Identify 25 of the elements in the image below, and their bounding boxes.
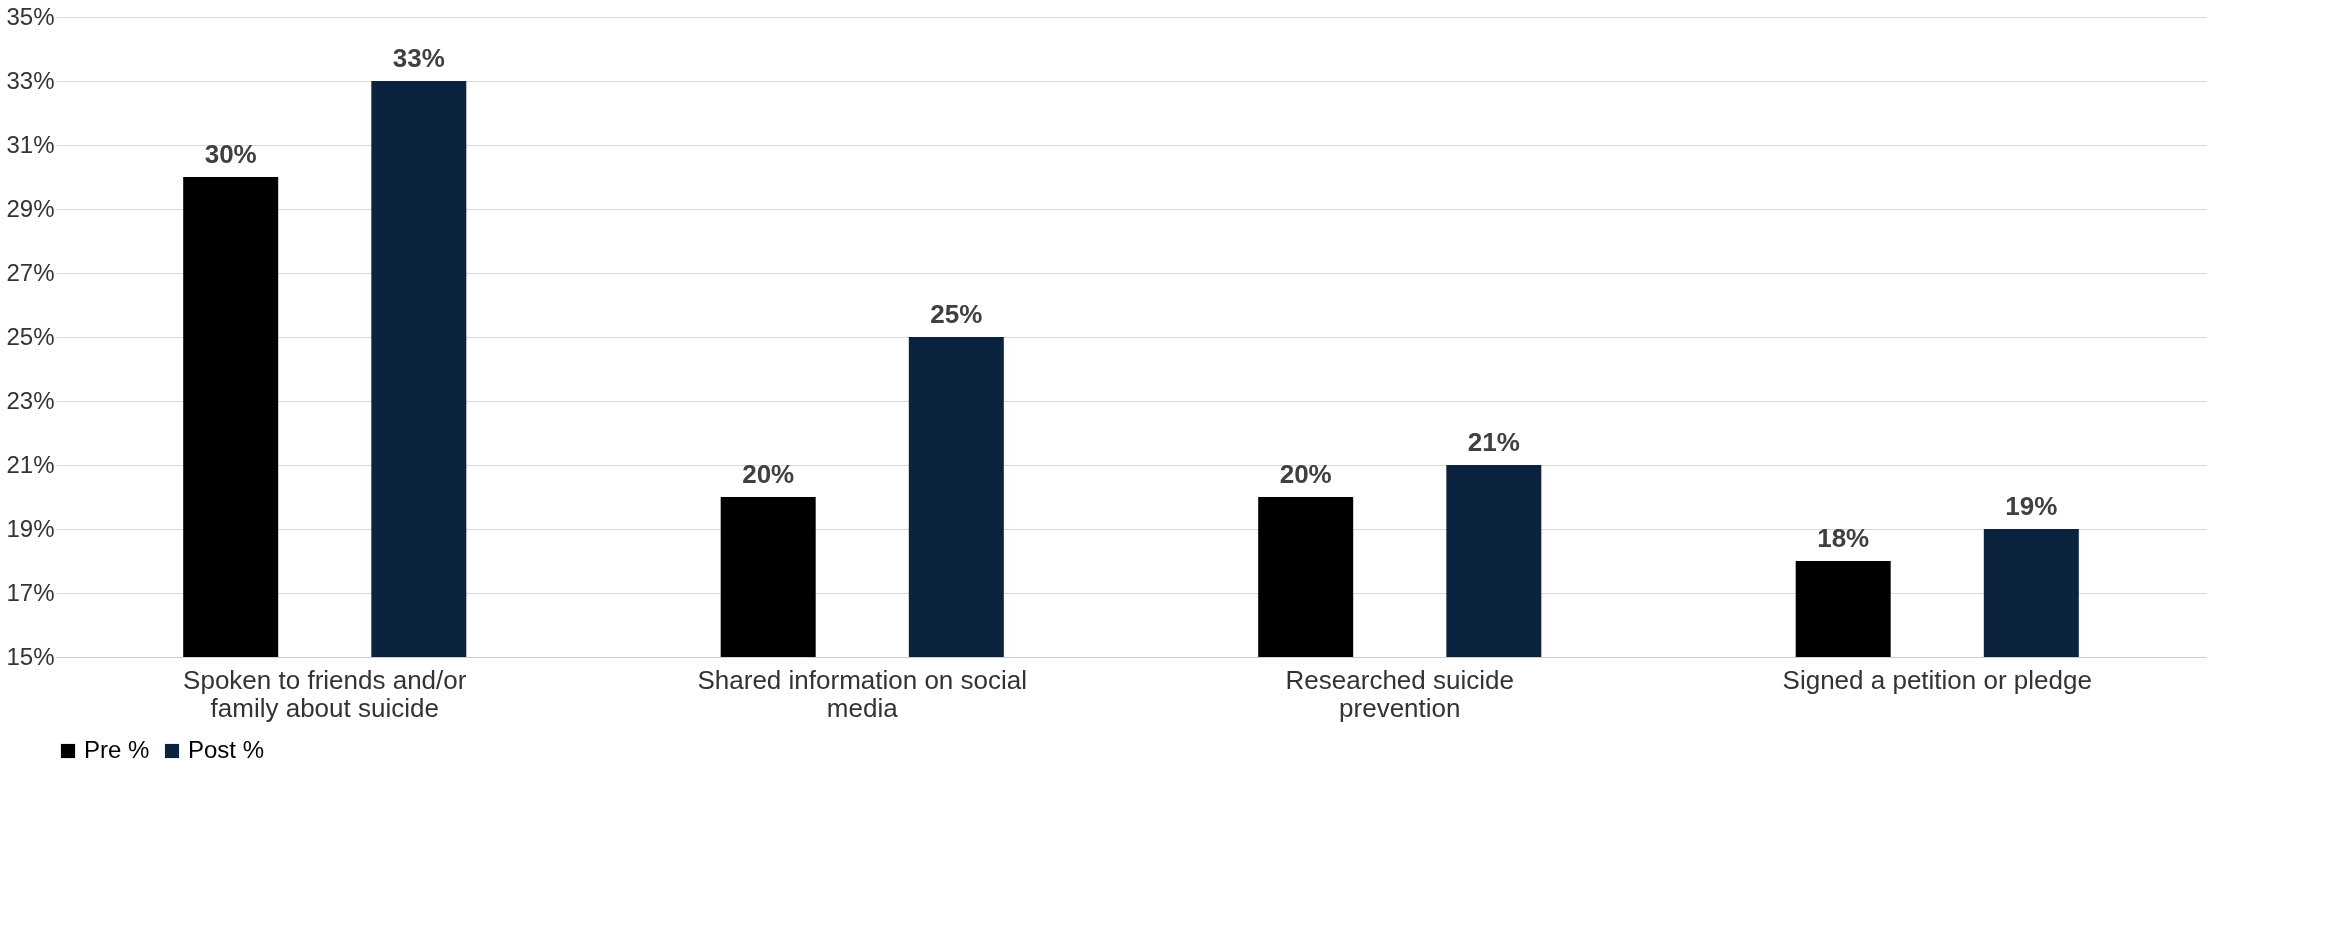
data-label: 20%: [742, 459, 795, 489]
y-tick-label: 23%: [6, 386, 55, 414]
data-label: 25%: [930, 299, 983, 329]
x-tick-label: Researched suicide prevention: [1285, 664, 1514, 723]
y-tick-label: 15%: [6, 642, 55, 670]
data-label: 30%: [204, 139, 257, 169]
y-tick-label: 27%: [6, 258, 55, 286]
y-tick-label: 19%: [6, 514, 55, 542]
x-tick-label: Spoken to friends and/or family about suicide: [183, 664, 467, 723]
y-tick-label: 17%: [6, 578, 55, 606]
data-label: 20%: [1279, 459, 1332, 489]
y-tick-label: 29%: [6, 194, 55, 222]
y-tick-label: 21%: [6, 450, 55, 478]
x-tick-label: Signed a petition or pledge: [1782, 664, 2092, 695]
y-tick-label: 33%: [6, 66, 55, 94]
y-tick-label: 31%: [6, 130, 55, 158]
data-label: 33%: [392, 43, 445, 73]
y-tick-label: 35%: [6, 2, 55, 30]
data-label: 18%: [1817, 523, 1870, 553]
data-label: 19%: [2005, 491, 2058, 521]
y-tick-label: 25%: [6, 322, 55, 350]
data-label: 21%: [1467, 427, 1520, 457]
legend-label: Pre %: [84, 736, 150, 763]
legend-label: Post %: [188, 736, 265, 763]
x-tick-label: Shared information on social media: [697, 664, 1028, 723]
